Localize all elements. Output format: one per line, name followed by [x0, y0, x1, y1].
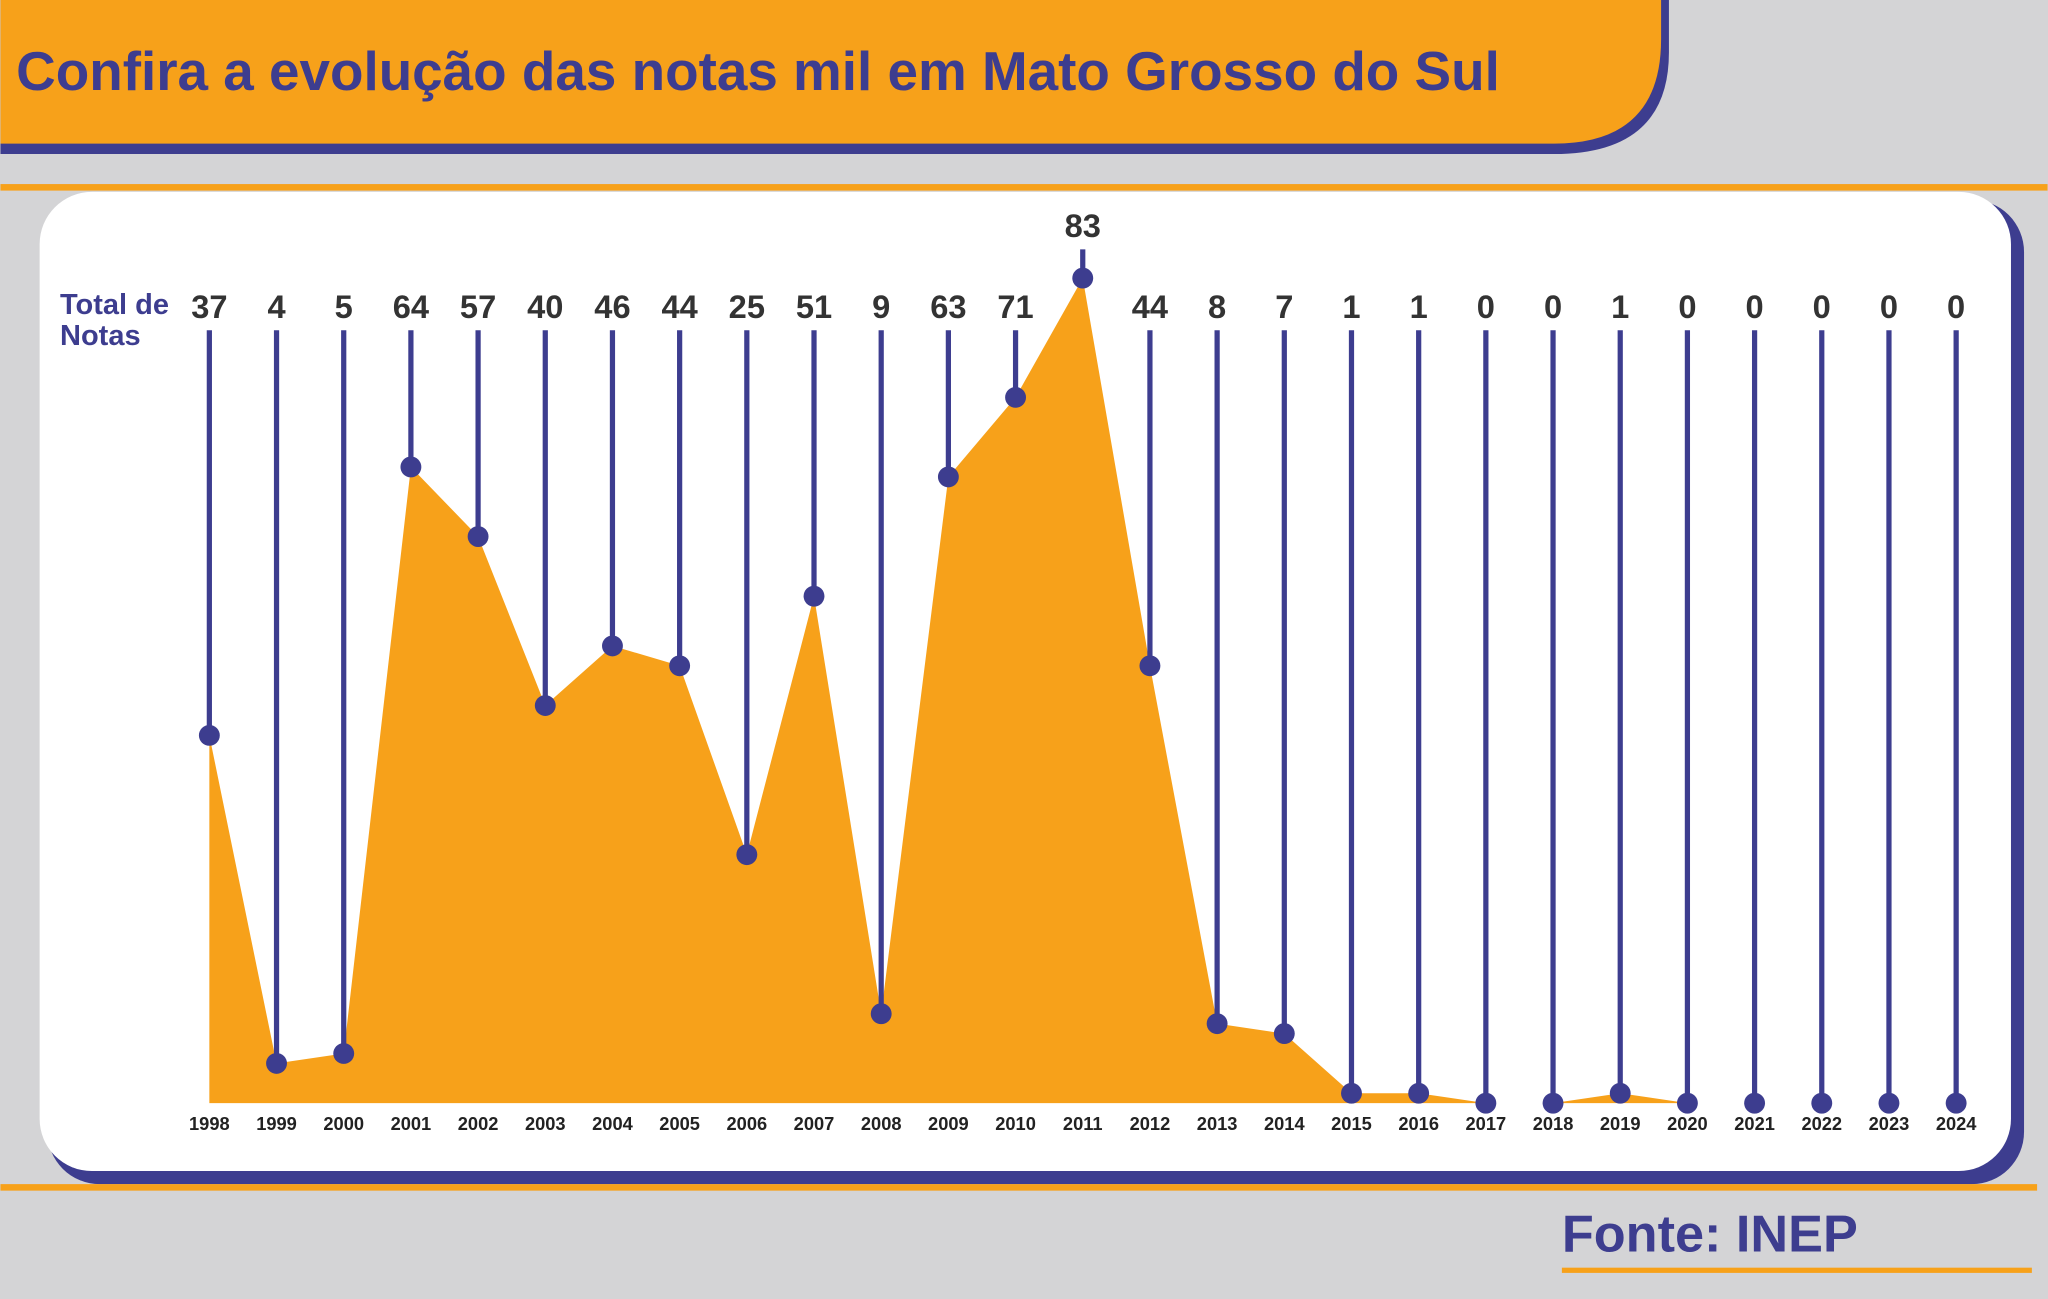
value-label: 1	[1611, 288, 1629, 325]
x-tick-label: 2019	[1600, 1113, 1641, 1134]
x-tick-label: 2014	[1264, 1113, 1305, 1134]
x-tick-label: 2013	[1197, 1113, 1238, 1134]
marker	[1273, 1023, 1295, 1045]
area	[209, 278, 1957, 1104]
value-label: 25	[729, 288, 765, 325]
x-tick-label: 2007	[794, 1113, 835, 1134]
marker	[1609, 1082, 1631, 1104]
marker	[400, 456, 422, 478]
marker	[198, 724, 220, 746]
x-tick-label: 1998	[189, 1113, 230, 1134]
value-label: 51	[796, 288, 832, 325]
value-label: 57	[460, 288, 496, 325]
x-tick-label: 2000	[323, 1113, 364, 1134]
x-tick-label: 2018	[1533, 1113, 1574, 1134]
divider	[0, 184, 2048, 191]
marker	[870, 1003, 892, 1025]
x-tick-label: 2010	[995, 1113, 1036, 1134]
value-label: 63	[930, 288, 966, 325]
value-label: 71	[997, 288, 1033, 325]
value-label: 9	[872, 288, 890, 325]
x-tick-label: 2015	[1331, 1113, 1372, 1134]
source-underline	[1561, 1267, 2032, 1273]
marker	[1341, 1082, 1362, 1104]
value-label: 4	[267, 288, 285, 325]
x-tick-label: 2024	[1936, 1113, 1977, 1134]
value-label: 0	[1813, 288, 1831, 325]
value-label: 0	[1947, 288, 1965, 325]
x-tick-label: 2023	[1869, 1113, 1910, 1134]
value-label: 1	[1410, 288, 1428, 325]
marker	[1542, 1092, 1564, 1114]
marker	[1878, 1092, 1900, 1114]
x-tick-label: 2001	[391, 1113, 432, 1134]
marker	[1744, 1092, 1766, 1114]
x-tick-label: 2006	[727, 1113, 768, 1134]
x-tick-label: 2021	[1734, 1113, 1775, 1134]
marker	[937, 466, 959, 488]
value-label: 46	[594, 288, 630, 325]
value-label: 0	[1678, 288, 1696, 325]
chart-title: Confira a evolução das notas mil em Mato…	[16, 40, 1500, 102]
x-tick-label: 2011	[1063, 1113, 1103, 1134]
value-label: 0	[1544, 288, 1562, 325]
marker	[266, 1052, 287, 1074]
x-tick-label: 1999	[256, 1113, 297, 1134]
marker	[602, 635, 623, 657]
value-label: 8	[1208, 288, 1226, 325]
marker	[1811, 1092, 1833, 1114]
x-tick-label: 2017	[1466, 1113, 1507, 1134]
value-label-title: Total de Notas	[60, 289, 170, 352]
value-label: 44	[1132, 288, 1168, 325]
x-tick-label: 2016	[1398, 1113, 1439, 1134]
x-tick-label: 2003	[525, 1113, 566, 1134]
marker	[736, 844, 758, 866]
x-tick-label: 2005	[659, 1113, 700, 1134]
marker	[669, 655, 691, 677]
value-label: 0	[1746, 288, 1764, 325]
x-tick-label: 2009	[928, 1113, 969, 1134]
divider	[0, 1184, 2038, 1191]
marker	[467, 526, 489, 547]
value-label: 7	[1275, 288, 1293, 325]
marker	[1676, 1092, 1698, 1114]
marker	[333, 1043, 355, 1064]
value-label: 40	[527, 288, 563, 325]
marker	[803, 585, 825, 607]
x-tick-label: 2012	[1130, 1113, 1171, 1134]
marker	[1005, 386, 1027, 408]
value-label: 0	[1477, 288, 1495, 325]
x-tick-label: 2002	[458, 1113, 499, 1134]
marker	[1408, 1082, 1430, 1104]
x-tick-label: 2020	[1667, 1113, 1708, 1134]
title-band	[0, 0, 1662, 144]
value-label: 5	[335, 288, 353, 325]
marker	[1945, 1092, 1967, 1114]
source: Fonte: INEP	[1562, 1205, 1858, 1263]
marker	[534, 695, 556, 716]
value-label: 83	[1065, 207, 1101, 244]
value-label: 1	[1342, 288, 1360, 325]
x-tick-label: 2022	[1801, 1113, 1842, 1134]
x-tick-label: 2008	[861, 1113, 902, 1134]
marker	[1475, 1092, 1497, 1114]
value-label: 0	[1880, 288, 1898, 325]
marker	[1139, 655, 1161, 677]
value-label: 37	[191, 288, 227, 325]
marker	[1206, 1013, 1228, 1035]
x-tick-label: 2004	[592, 1113, 633, 1134]
marker	[1072, 267, 1094, 289]
value-label: 64	[393, 288, 429, 325]
value-label: 44	[661, 288, 697, 325]
